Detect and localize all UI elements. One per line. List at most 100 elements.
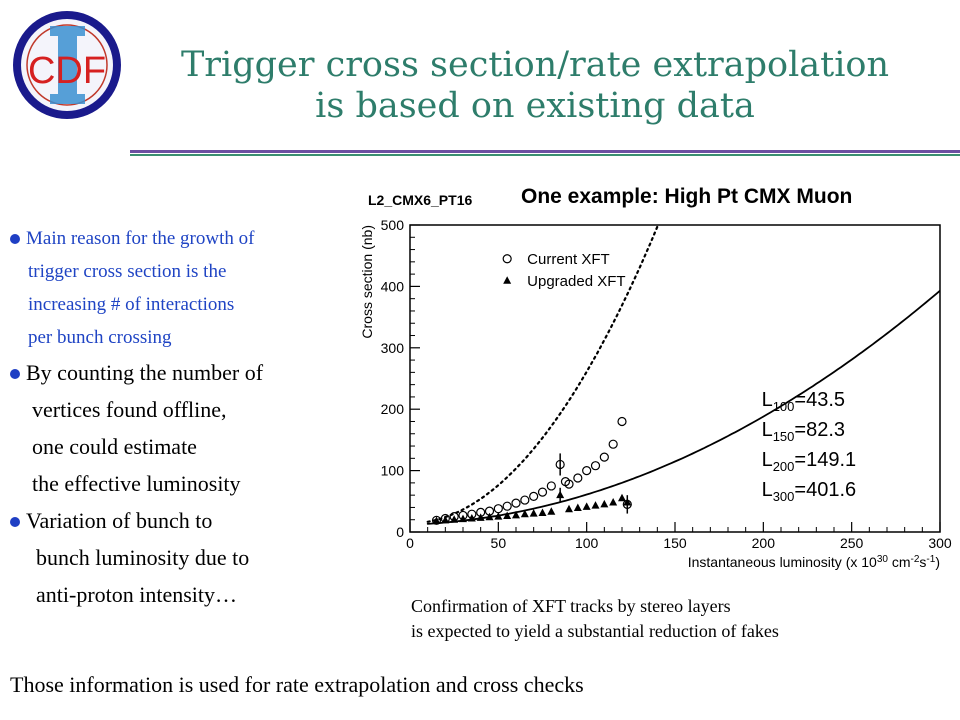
y-tick-label: 200 bbox=[381, 401, 405, 417]
annotation-subscript: 200 bbox=[773, 459, 795, 474]
x-axis-label-part: -1 bbox=[926, 554, 935, 565]
data-point-upgraded-xft bbox=[459, 514, 467, 523]
annotation-l200: L200=149.1 bbox=[762, 449, 857, 474]
x-axis-label-part: 30 bbox=[877, 554, 889, 565]
data-point-upgraded-xft bbox=[573, 503, 582, 512]
bullet-2: By counting the number of bbox=[10, 354, 340, 391]
bullet-dot bbox=[10, 233, 20, 244]
data-point-current-xft bbox=[608, 439, 618, 449]
data-point-current-xft bbox=[546, 481, 556, 491]
bullet-dot bbox=[10, 516, 20, 527]
bullet-3-line-3: anti-proton intensity… bbox=[36, 582, 238, 607]
slide-title: Trigger cross section/rate extrapolation… bbox=[130, 45, 940, 127]
bullet-3: Variation of bunch to bbox=[10, 502, 340, 539]
bullet-1-line-4: per bunch crossing bbox=[28, 327, 172, 348]
bullet-list: Main reason for the growth of trigger cr… bbox=[10, 222, 340, 613]
x-axis-label: Instantaneous luminosity (x 1030 cm-2s-1… bbox=[688, 554, 940, 570]
caption-line-1: Confirmation of XFT tracks by stereo lay… bbox=[411, 596, 731, 616]
data-point-upgraded-xft bbox=[582, 502, 591, 510]
y-tick-label: 0 bbox=[396, 524, 404, 540]
data-point-upgraded-xft bbox=[547, 507, 556, 515]
data-point-upgraded-xft bbox=[494, 512, 503, 520]
legend-label: Current XFT bbox=[527, 251, 610, 268]
data-point-current-xft bbox=[520, 495, 530, 505]
data-point-current-xft bbox=[502, 501, 512, 511]
annotation-l100: L100=43.5 bbox=[762, 389, 845, 414]
data-point-upgraded-xft bbox=[538, 508, 547, 516]
annotation-symbol: L bbox=[762, 419, 773, 441]
bullet-2-line-4: the effective luminosity bbox=[32, 471, 241, 496]
caption-line-2: is expected to yield a substantial reduc… bbox=[411, 621, 779, 641]
data-point-upgraded-xft bbox=[485, 512, 494, 521]
data-point-upgraded-xft bbox=[520, 509, 529, 518]
title-line-2: is based on existing data bbox=[315, 86, 755, 126]
y-tick-label: 400 bbox=[381, 278, 405, 294]
plot-frame bbox=[409, 224, 941, 533]
logo-text: CDF bbox=[28, 50, 106, 92]
data-point-current-xft bbox=[537, 487, 548, 497]
data-point-current-xft bbox=[431, 515, 442, 525]
legend-marker-upgraded-xft bbox=[503, 276, 512, 284]
data-point-current-xft bbox=[511, 498, 521, 508]
x-axis-label-part: s bbox=[919, 554, 926, 570]
chart-title: L2_CMX6_PT16 bbox=[368, 192, 472, 208]
annotation-symbol: L bbox=[762, 389, 773, 411]
data-point-current-xft bbox=[582, 466, 592, 476]
data-point-current-xft bbox=[617, 416, 627, 427]
x-axis-label-part: ) bbox=[935, 554, 940, 570]
data-point-upgraded-xft bbox=[565, 504, 573, 513]
data-point-current-xft bbox=[599, 452, 609, 462]
data-point-current-xft bbox=[564, 479, 574, 489]
legend-label: Upgraded XFT bbox=[527, 273, 625, 290]
x-tick-label: 50 bbox=[491, 535, 507, 551]
data-point-upgraded-xft bbox=[450, 515, 459, 523]
data-point-current-xft bbox=[493, 504, 503, 514]
cross-section-chart: L2_CMX6_PT16 0 50 100 150 200 250 300 0 100 200 30… bbox=[359, 192, 952, 570]
annotation-subscript: 100 bbox=[773, 399, 795, 414]
data-point-upgraded-xft bbox=[591, 501, 600, 509]
data-point-upgraded-xft bbox=[600, 499, 609, 508]
bullet-2-line-2: vertices found offline, bbox=[32, 397, 227, 422]
bullet-1-line-2: trigger cross section is the bbox=[28, 261, 227, 282]
data-point-upgraded-xft bbox=[512, 510, 520, 519]
bullet-1-line-3: increasing # of interactions bbox=[28, 294, 235, 315]
data-point-current-xft bbox=[590, 461, 601, 471]
title-rule-purple bbox=[130, 150, 960, 153]
data-point-upgraded-xft bbox=[609, 498, 618, 506]
data-point-upgraded-xft bbox=[618, 493, 626, 502]
bullet-1: Main reason for the growth of bbox=[10, 222, 340, 255]
data-point-upgraded-xft bbox=[441, 515, 450, 524]
data-point-upgraded-xft bbox=[432, 516, 441, 524]
footer-note: Those information is used for rate extra… bbox=[10, 672, 584, 697]
annotation-l300: L300=401.6 bbox=[762, 479, 857, 504]
annotation-subscript: 150 bbox=[773, 429, 795, 444]
x-tick-label: 250 bbox=[840, 535, 864, 551]
x-tick-label: 100 bbox=[575, 535, 599, 551]
data-point-upgraded-xft bbox=[476, 513, 485, 521]
y-tick-label: 500 bbox=[381, 217, 405, 233]
y-tick-label: 300 bbox=[381, 340, 405, 356]
bullet-3-line-2: bunch luminosity due to bbox=[36, 545, 250, 570]
x-axis-label-part: Instantaneous luminosity (x 10 bbox=[688, 554, 877, 570]
cdf-logo: CDF bbox=[13, 11, 121, 119]
legend-marker-current-xft bbox=[502, 254, 512, 264]
annotation-value: =149.1 bbox=[794, 449, 856, 471]
data-point-upgraded-xft bbox=[529, 509, 538, 517]
bullet-2-line-3: one could estimate bbox=[32, 434, 197, 459]
x-axis-label-part: -2 bbox=[911, 554, 920, 565]
data-point-upgraded-xft bbox=[503, 511, 512, 520]
annotation-l150: L150=82.3 bbox=[762, 419, 845, 444]
bullet-dot bbox=[10, 368, 20, 379]
x-tick-label: 200 bbox=[752, 535, 776, 551]
annotation-subscript: 300 bbox=[773, 489, 795, 504]
data-point-current-xft bbox=[529, 491, 539, 501]
plot-heading: One example: High Pt CMX Muon bbox=[521, 185, 853, 208]
title-rule-green bbox=[130, 154, 960, 156]
annotation-value: =43.5 bbox=[794, 389, 845, 411]
data-point-current-xft bbox=[573, 473, 583, 483]
x-tick-label: 300 bbox=[928, 535, 952, 551]
x-axis-label-part: cm bbox=[888, 554, 911, 570]
chart-caption: Confirmation of XFT tracks by stereo lay… bbox=[411, 594, 779, 644]
annotation-symbol: L bbox=[762, 449, 773, 471]
y-tick-label: 100 bbox=[381, 463, 405, 479]
